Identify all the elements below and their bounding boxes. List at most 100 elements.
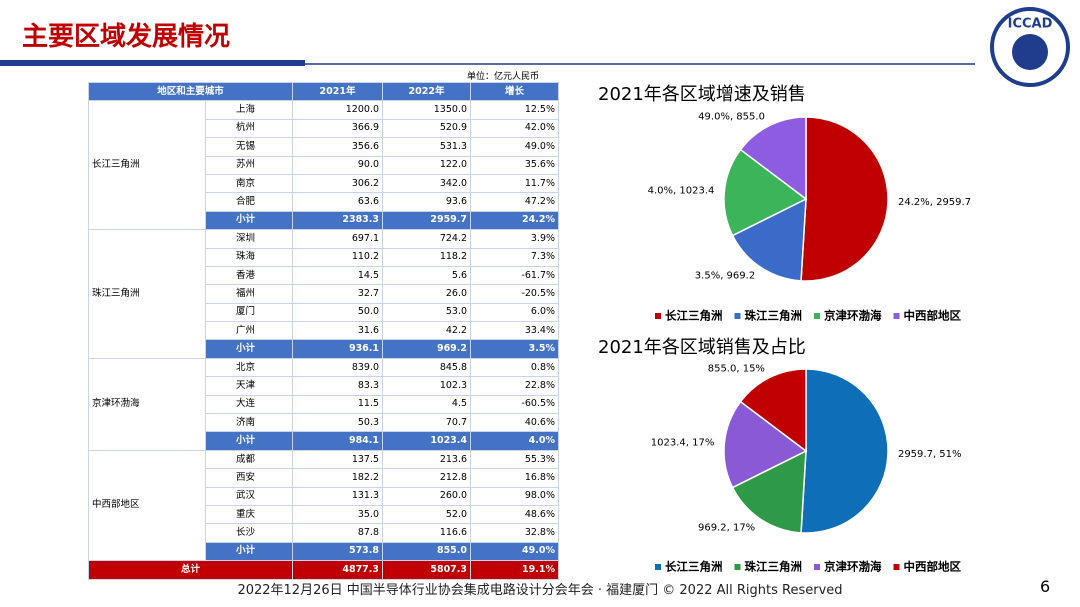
cell: 306.2: [292, 173, 384, 194]
cell: 49.0%: [470, 137, 560, 157]
row: 长沙 87.8 116.6 32.8%: [89, 523, 560, 543]
header-cell: 2022年: [382, 81, 472, 102]
cell: 137.5: [292, 449, 384, 470]
cell: 珠海: [204, 247, 294, 267]
subtotal-cell: 3.5%: [470, 339, 560, 359]
data-label: 969.2, 17%: [698, 523, 755, 534]
region-cell: 珠江三角洲: [88, 229, 206, 359]
legend-label: 中西部地区: [904, 560, 962, 574]
cell: 50.0: [292, 302, 384, 323]
subtotal-cell: 936.1: [292, 339, 384, 359]
pie-slice: [739, 116, 807, 201]
cell: 6.0%: [470, 302, 560, 323]
row: 杭州 366.9 520.9 42.0%: [89, 118, 560, 139]
subtotal-row: 小计 573.8 855.0 49.0%: [89, 541, 560, 562]
data-label: 2959.7, 51%: [898, 449, 962, 460]
cell: 520.9: [382, 118, 472, 139]
row: 南京 306.2 342.0 11.7%: [89, 173, 560, 194]
header-cell: 地区和主要城市: [87, 81, 294, 102]
cell: 32.8%: [470, 523, 560, 543]
region-cell: 长江三角洲: [88, 100, 206, 231]
subtotal-row: 小计 984.1 1023.4 4.0%: [89, 431, 560, 451]
cell: 212.8: [382, 468, 472, 488]
cell: 118.2: [382, 247, 472, 267]
cell: 济南: [204, 413, 294, 433]
cell: 63.6: [292, 192, 384, 212]
cell: 22.8%: [470, 376, 560, 396]
legend-label: 珠江三角洲: [745, 560, 803, 574]
data-table: 地区和主要城市 2021年 2022年 增长 长江三角洲 上海 1200.0 1350.0 12…: [87, 81, 560, 580]
row: 济南 50.3 70.7 40.6%: [89, 413, 560, 433]
cell: 697.1: [292, 229, 384, 249]
cell: 53.0: [382, 302, 472, 323]
data-label: 1023.4, 17%: [651, 438, 715, 449]
cell: 366.9: [292, 118, 384, 139]
cell: 武汉: [204, 486, 294, 506]
pie-slice: [731, 197, 807, 282]
row: 中西部地区 成都 137.5 213.6 55.3%: [88, 449, 560, 562]
legend-swatch: [893, 313, 900, 319]
legend-swatch: [893, 564, 900, 570]
cell: 0.8%: [470, 357, 560, 378]
subtotal-cell: 855.0: [382, 541, 472, 562]
cell: 98.0%: [470, 486, 560, 506]
cell: 724.2: [382, 229, 472, 249]
pie-slice: [739, 368, 807, 453]
total-cell: 4877.3: [292, 560, 384, 580]
subtotal-cell: 2383.3: [292, 210, 384, 231]
pie-slice: [723, 148, 808, 237]
total-cell: 总计: [87, 560, 294, 580]
cell: 40.6%: [470, 413, 560, 433]
legend-swatch: [814, 313, 820, 319]
cell: 重庆: [204, 504, 294, 525]
cell: 47.2%: [470, 192, 560, 212]
region-cell: 中西部地区: [88, 449, 206, 562]
legend-label: 珠江三角洲: [745, 309, 803, 323]
cell: 55.3%: [470, 449, 560, 470]
cell: 深圳: [204, 229, 294, 249]
subtotal-cell: 小计: [204, 339, 294, 359]
cell: 102.3: [382, 376, 472, 396]
cell: 356.6: [292, 137, 384, 157]
subtotal-cell: 49.0%: [470, 541, 560, 562]
cell: -60.5%: [470, 394, 560, 415]
subtotal-row: 小计 2383.3 2959.7 24.2%: [89, 210, 560, 231]
row: 珠江三角洲 深圳 697.1 724.2 3.9%: [88, 229, 560, 359]
row: 合肥 63.6 93.6 47.2%: [89, 192, 560, 212]
cell: 7.3%: [470, 247, 560, 267]
data-label: 4.0%, 1023.4: [648, 186, 715, 197]
pie-slice: [723, 400, 808, 489]
legend-label: 京津环渤海: [824, 309, 882, 323]
row: 厦门 50.0 53.0 6.0%: [89, 302, 560, 323]
cell: 260.0: [382, 486, 472, 506]
cell: 182.2: [292, 468, 384, 488]
pie-slice: [800, 116, 889, 282]
region-cell: 京津环渤海: [88, 357, 206, 451]
subtotal-cell: 1023.4: [382, 431, 472, 451]
header-row: 地区和主要城市 2021年 2022年 增长: [87, 81, 560, 102]
cell: 厦门: [204, 302, 294, 323]
cell: 845.8: [382, 357, 472, 378]
cell: 35.0: [292, 504, 384, 525]
cell: 42.0%: [470, 118, 560, 139]
subtotal-cell: 小计: [204, 541, 294, 562]
cell: 48.6%: [470, 504, 560, 525]
legend-label: 长江三角洲: [665, 309, 723, 323]
cell: 香港: [204, 265, 294, 286]
row: 武汉 131.3 260.0 98.0%: [89, 486, 560, 506]
subtotal-cell: 小计: [204, 431, 294, 451]
row: 广州 31.6 42.2 33.4%: [89, 321, 560, 341]
cell: 93.6: [382, 192, 472, 212]
row: 西安 182.2 212.8 16.8%: [89, 468, 560, 488]
legend-swatch: [734, 564, 741, 570]
subtotal-cell: 969.2: [382, 339, 472, 359]
header-cell: 增长: [470, 81, 560, 102]
logo-text: ICCAD: [1008, 17, 1053, 32]
cell: 32.7: [292, 284, 384, 304]
legend-label: 长江三角洲: [665, 560, 723, 574]
header-cell: 2021年: [292, 81, 384, 102]
cell: 116.6: [382, 523, 472, 543]
cell: 839.0: [292, 357, 384, 378]
row: 福州 32.7 26.0 -20.5%: [89, 284, 560, 304]
